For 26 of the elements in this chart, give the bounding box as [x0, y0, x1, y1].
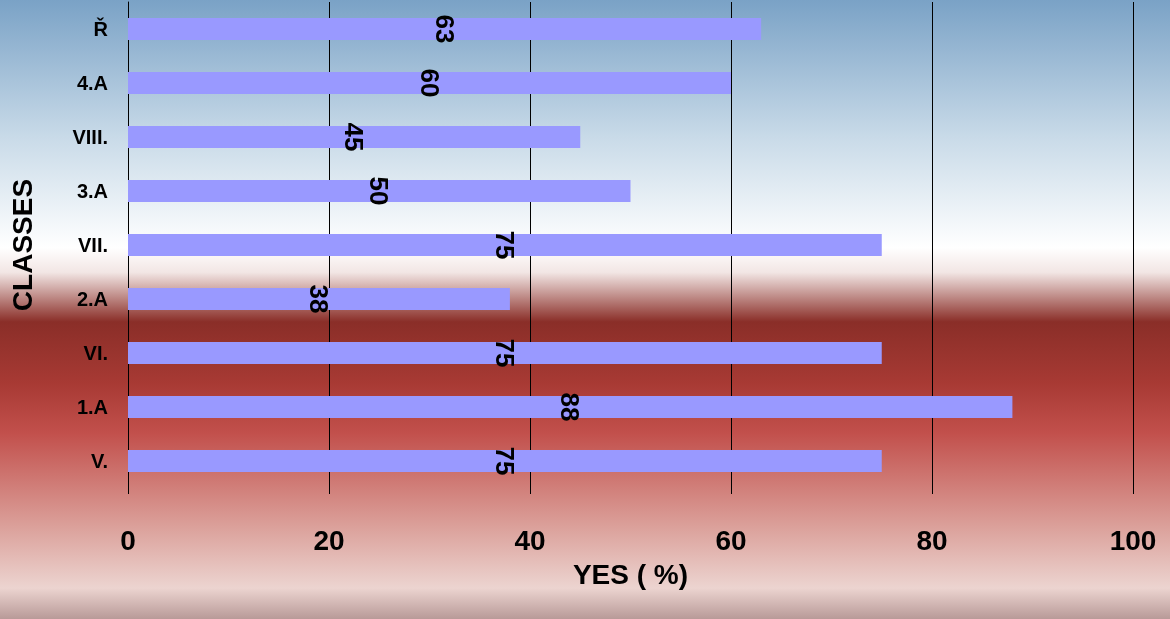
x-tick-label: 0	[120, 524, 136, 556]
y-tick-label: 3.A	[76, 180, 108, 202]
x-tick-label: 40	[514, 524, 546, 556]
y-axis-title: CLASSES	[6, 178, 38, 312]
y-tick-label: VI.	[83, 342, 108, 364]
y-tick-label: 4.A	[76, 72, 108, 94]
data-label: 63	[429, 14, 460, 44]
y-tick-label: 2.A	[76, 288, 108, 310]
data-label: 75	[489, 446, 520, 476]
x-tick-label: 20	[313, 524, 345, 556]
x-tick-label: 60	[715, 524, 747, 556]
y-tick-label: V.	[90, 450, 108, 472]
data-label: 75	[489, 338, 520, 368]
data-label: 50	[364, 176, 395, 206]
data-label: 75	[489, 230, 520, 260]
data-label: 88	[555, 392, 586, 422]
y-tick-label: VIII.	[72, 126, 108, 148]
data-label: 60	[414, 68, 445, 98]
data-label: 45	[339, 122, 370, 152]
y-tick-label: Ř	[93, 17, 109, 40]
data-label: 38	[303, 284, 334, 314]
x-axis-title: YES ( %)	[572, 558, 689, 590]
y-tick-label: 1.A	[76, 396, 108, 418]
x-tick-label: 100	[1109, 524, 1157, 556]
y-tick-label: VII.	[77, 234, 108, 256]
x-tick-label: 80	[916, 524, 948, 556]
